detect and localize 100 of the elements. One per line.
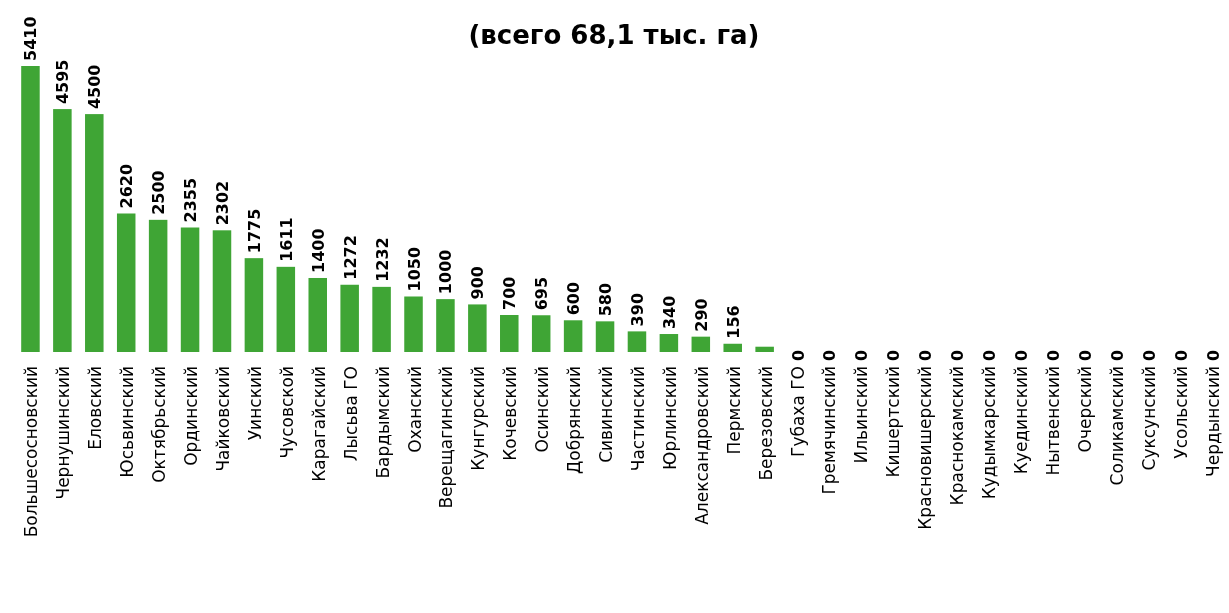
data-label: 390 (627, 292, 647, 327)
bar (531, 315, 551, 352)
data-label: 0 (820, 349, 840, 361)
data-label: 0 (1203, 349, 1223, 361)
data-label: 4595 (53, 59, 73, 105)
x-tick-label: Бардымский (372, 366, 393, 479)
bar (21, 66, 40, 352)
data-label: 0 (884, 349, 904, 361)
x-tick-label: Пермский (723, 366, 744, 455)
data-label: 4500 (85, 64, 105, 110)
data-label: 5410 (21, 16, 41, 61)
bar (372, 286, 391, 352)
data-label: 0 (916, 349, 936, 361)
bar (340, 284, 359, 352)
data-label: 1232 (372, 237, 392, 282)
bar (500, 314, 519, 352)
data-label: 1272 (340, 235, 360, 280)
x-tick-label: Кудымкарский (979, 366, 1000, 500)
x-tick-label: Ильинский (851, 366, 872, 464)
x-tick-label: Чусовской (276, 366, 297, 459)
data-label: 2302 (212, 180, 232, 226)
x-tick-label: Большесосновский (21, 366, 42, 538)
bar (723, 343, 742, 352)
data-label: 1775 (244, 208, 264, 254)
x-tick-label: Сивинский (596, 366, 617, 463)
x-tick-label: Кишертский (883, 366, 904, 478)
data-label: 0 (1043, 349, 1063, 361)
bar (691, 336, 711, 352)
data-label: 2620 (117, 163, 137, 209)
x-tick-label: Чайковский (212, 366, 233, 472)
data-label: 0 (1107, 349, 1127, 361)
data-label: 1050 (404, 246, 424, 292)
x-tick-label: Еловский (85, 366, 106, 450)
data-label: 0 (788, 349, 808, 361)
x-tick-label: Оханский (404, 366, 425, 453)
bar (627, 331, 647, 352)
data-label: 0 (1012, 349, 1032, 361)
data-label: 0 (980, 349, 1000, 361)
data-label: 700 (500, 276, 520, 310)
data-label: 2500 (149, 170, 169, 215)
x-tick-label: Добрянский (564, 366, 585, 475)
data-label: 695 (532, 276, 552, 311)
x-tick-label: Губаха ГО (787, 366, 808, 457)
bar (148, 219, 168, 352)
data-label: 900 (468, 266, 488, 300)
data-label: 0 (1139, 349, 1159, 361)
x-tick-label: Краснокамский (947, 366, 968, 506)
x-tick-label: Гремячинский (819, 366, 840, 495)
bar (755, 346, 774, 352)
x-tick-label: Александровский (691, 366, 712, 525)
data-label: 0 (1171, 349, 1191, 361)
x-tick-label: Чердынский (1202, 366, 1223, 477)
x-tick-label: Уинский (244, 366, 265, 441)
data-label: 156 (723, 305, 743, 339)
x-tick-label: Соликамский (1106, 366, 1127, 486)
bar (244, 258, 264, 352)
data-label: 0 (852, 349, 872, 361)
x-tick-label: Чернушинский (53, 366, 74, 500)
x-tick-label: Лысьва ГО (340, 366, 361, 462)
data-label: 2355 (181, 177, 201, 223)
bar (595, 321, 615, 352)
bar (308, 277, 327, 352)
bar (659, 334, 679, 352)
x-tick-label: Куединский (1011, 366, 1032, 475)
x-tick-label: Кочевский (500, 366, 521, 461)
bar (436, 299, 455, 352)
bar (116, 213, 136, 352)
x-tick-label: Березовский (755, 366, 776, 481)
bar (404, 296, 423, 352)
x-tick-label: Юсьвинский (117, 366, 138, 478)
x-tick-label: Суксунский (1138, 366, 1159, 471)
x-tick-label: Карагайский (308, 366, 329, 482)
data-label: 340 (659, 295, 679, 330)
x-tick-label: Усольский (1170, 366, 1191, 459)
x-tick-label: Нытвенский (1042, 366, 1063, 476)
x-tick-label: Юрлинский (659, 366, 680, 470)
x-tick-label: Частинский (627, 366, 648, 472)
data-label: 0 (1075, 349, 1095, 361)
x-tick-label: Ординский (181, 366, 202, 466)
x-tick-label: Очерский (1074, 366, 1095, 453)
bar (85, 114, 104, 352)
data-label: 1400 (308, 228, 328, 273)
x-tick-label: Красновишерский (915, 366, 936, 530)
x-tick-label: Кунгурский (468, 366, 489, 471)
x-tick-label: Октябрьский (149, 366, 170, 483)
bar (563, 320, 583, 352)
x-tick-label: Верещагинский (436, 366, 457, 509)
data-label: 600 (564, 281, 584, 316)
x-tick-label: Осинский (532, 366, 553, 453)
data-label: 0 (948, 349, 968, 361)
chart-title: (всего 68,1 тыс. га) (468, 20, 760, 50)
data-label: 290 (691, 298, 711, 332)
data-label: 1611 (276, 217, 296, 262)
bar (276, 266, 296, 352)
bar (53, 109, 72, 352)
data-label: 580 (596, 282, 616, 317)
bar (180, 227, 200, 352)
bar (468, 304, 487, 352)
bar (212, 230, 232, 352)
data-label: 1000 (436, 249, 456, 295)
